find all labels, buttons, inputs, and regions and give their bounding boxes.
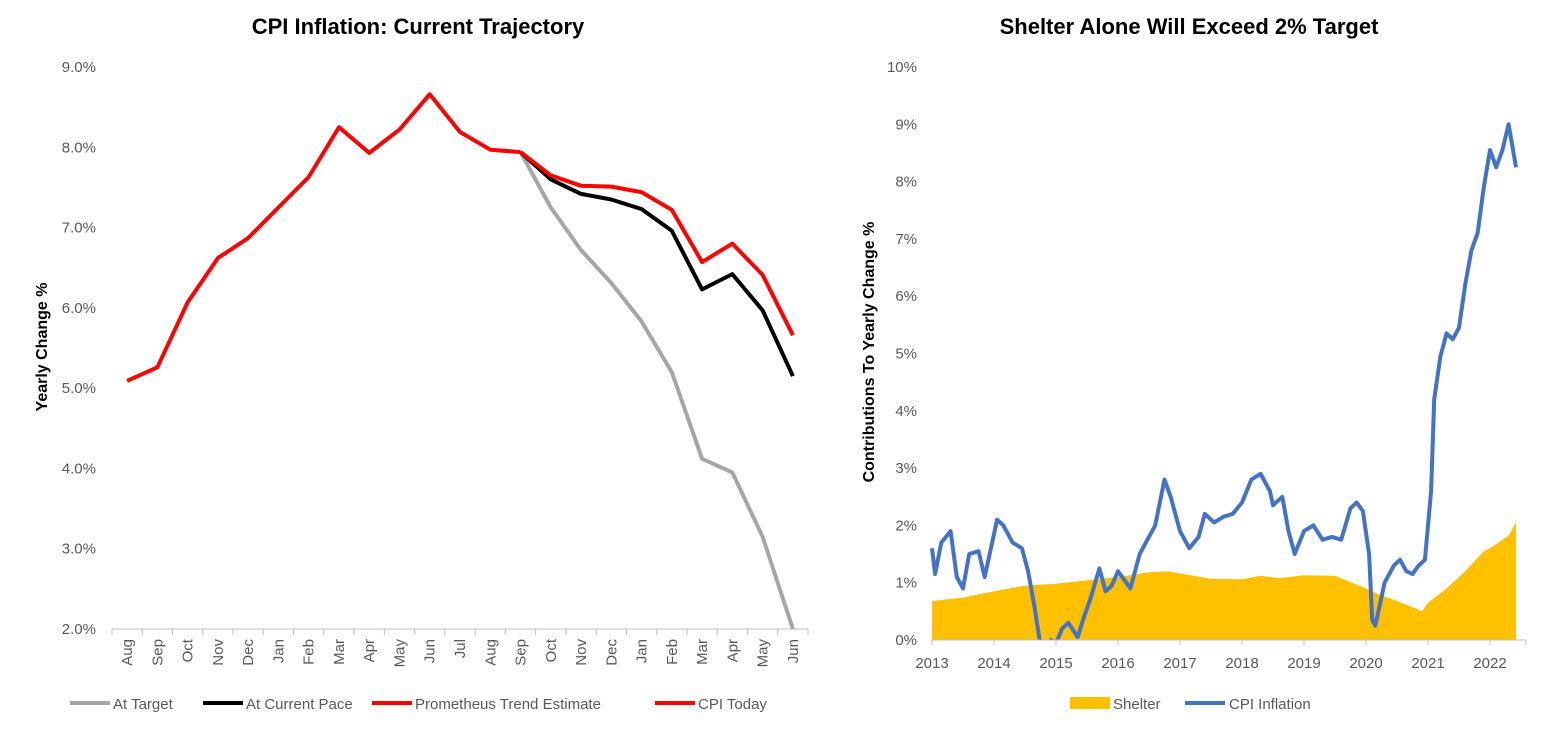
right-y-tick-label: 1% [895,575,917,592]
left-legend-label: CPI Today [698,696,767,713]
left-y-axis-label: Yearly Change % [34,283,51,412]
right-x-tick-label: 2017 [1163,655,1196,672]
left-x-tick-label: May [391,639,408,668]
right-x-tick-label: 2014 [977,655,1010,672]
left-y-tick-label: 9.0% [62,59,96,76]
right-chart-title: Shelter Alone Will Exceed 2% Target [1000,14,1379,39]
right-y-tick-label: 2% [895,517,917,534]
left-y-tick-label: 7.0% [62,220,96,237]
left-legend-label: Prometheus Trend Estimate [415,696,601,713]
left-x-tick-label: Sep [149,639,166,666]
left-x-tick-label: Oct [180,638,197,662]
left-series-group [126,92,795,630]
left-x-tick-label: Feb [664,639,681,665]
right-x-tick-label: 2020 [1349,655,1382,672]
left-x-tick-label: Dec [240,639,257,666]
left-y-ticks: 9.0% 8.0% 7.0% 6.0% 5.0% 4.0% 3.0% 2.0% [62,59,96,638]
right-y-tick-label: 6% [895,288,917,305]
left-chart-title: CPI Inflation: Current Trajectory [252,14,585,39]
left-x-tick-label: Nov [573,639,590,666]
right-y-ticks: 10% 9% 8% 7% 6% 5% 4% 3% 2% 1% 0% [887,59,917,649]
left-x-tick-label: Jun [785,639,802,663]
left-x-tick-label: Apr [361,639,378,662]
right-legend-label: CPI Inflation [1229,696,1311,713]
left-y-tick-label: 4.0% [62,460,96,477]
right-x-tick-label: 2018 [1225,655,1258,672]
left-x-tick-label: Aug [482,639,499,666]
right-y-tick-label: 9% [895,116,917,133]
left-x-tick-label: Jun [422,639,439,663]
left-chart: CPI Inflation: Current Trajectory Yearly… [34,14,809,713]
left-series-line-at-current-pace [519,150,795,377]
left-x-tick-label: Mar [694,639,711,665]
right-y-tick-label: 4% [895,403,917,420]
left-x-tick-label: Jan [634,639,651,663]
right-y-tick-label: 5% [895,346,917,363]
left-y-tick-label: 3.0% [62,541,96,558]
right-y-axis-label: Contributions To Yearly Change % [861,222,878,483]
cpi-inflation-line [930,122,1518,640]
right-line-group [930,122,1518,640]
left-y-tick-label: 6.0% [62,300,96,317]
right-x-tick-label: 2019 [1287,655,1320,672]
left-legend-label: At Target [113,696,174,713]
left-legend-label: At Current Pace [246,696,353,713]
right-x-tick-label: 2016 [1101,655,1134,672]
right-y-tick-label: 10% [887,59,917,76]
left-x-tick-label: Mar [331,639,348,665]
left-series-line-prometheus-trend-estimate [519,150,795,337]
left-x-tick-label: Jul [452,639,469,658]
right-x-tick-label: 2021 [1411,655,1444,672]
left-x-tick-label: May [755,639,772,668]
right-x-tick-label: 2022 [1473,655,1506,672]
left-x-tick-label: Dec [603,639,620,666]
left-x-tick-label: Nov [210,639,227,666]
right-legend-swatch-shelter [1070,697,1110,709]
left-x-axis: Aug Sep Oct Nov Dec Jan Feb Mar Apr May Jun Jul Aug S… [111,628,809,668]
left-series-line-at-target [518,151,795,630]
right-chart: Shelter Alone Will Exceed 2% Target Cont… [861,14,1527,713]
right-y-tick-label: 8% [895,174,917,191]
left-x-tick-label: Jan [270,639,287,663]
right-y-tick-label: 7% [895,231,917,248]
left-x-tick-label: Aug [119,639,136,666]
right-x-tick-label: 2015 [1039,655,1072,672]
right-legend: Shelter CPI Inflation [1070,696,1311,713]
left-x-tick-label: Apr [724,639,741,662]
right-y-tick-label: 3% [895,460,917,477]
right-x-tick-label: 2013 [915,655,948,672]
right-x-axis: 2013 2014 2015 2016 2017 2018 2019 2020 2021 2022 [915,639,1527,672]
left-series-line-cpi-today [126,92,521,383]
left-y-tick-label: 2.0% [62,621,96,638]
left-legend: At Target At Current Pace Prometheus Trend… [70,696,767,713]
left-x-tick-label: Oct [543,638,560,662]
left-y-tick-label: 5.0% [62,380,96,397]
left-y-tick-label: 8.0% [62,139,96,156]
right-y-tick-label: 0% [895,632,917,649]
left-x-tick-label: Feb [301,639,318,665]
left-x-tick-label: Sep [513,639,530,666]
right-legend-label: Shelter [1113,696,1161,713]
